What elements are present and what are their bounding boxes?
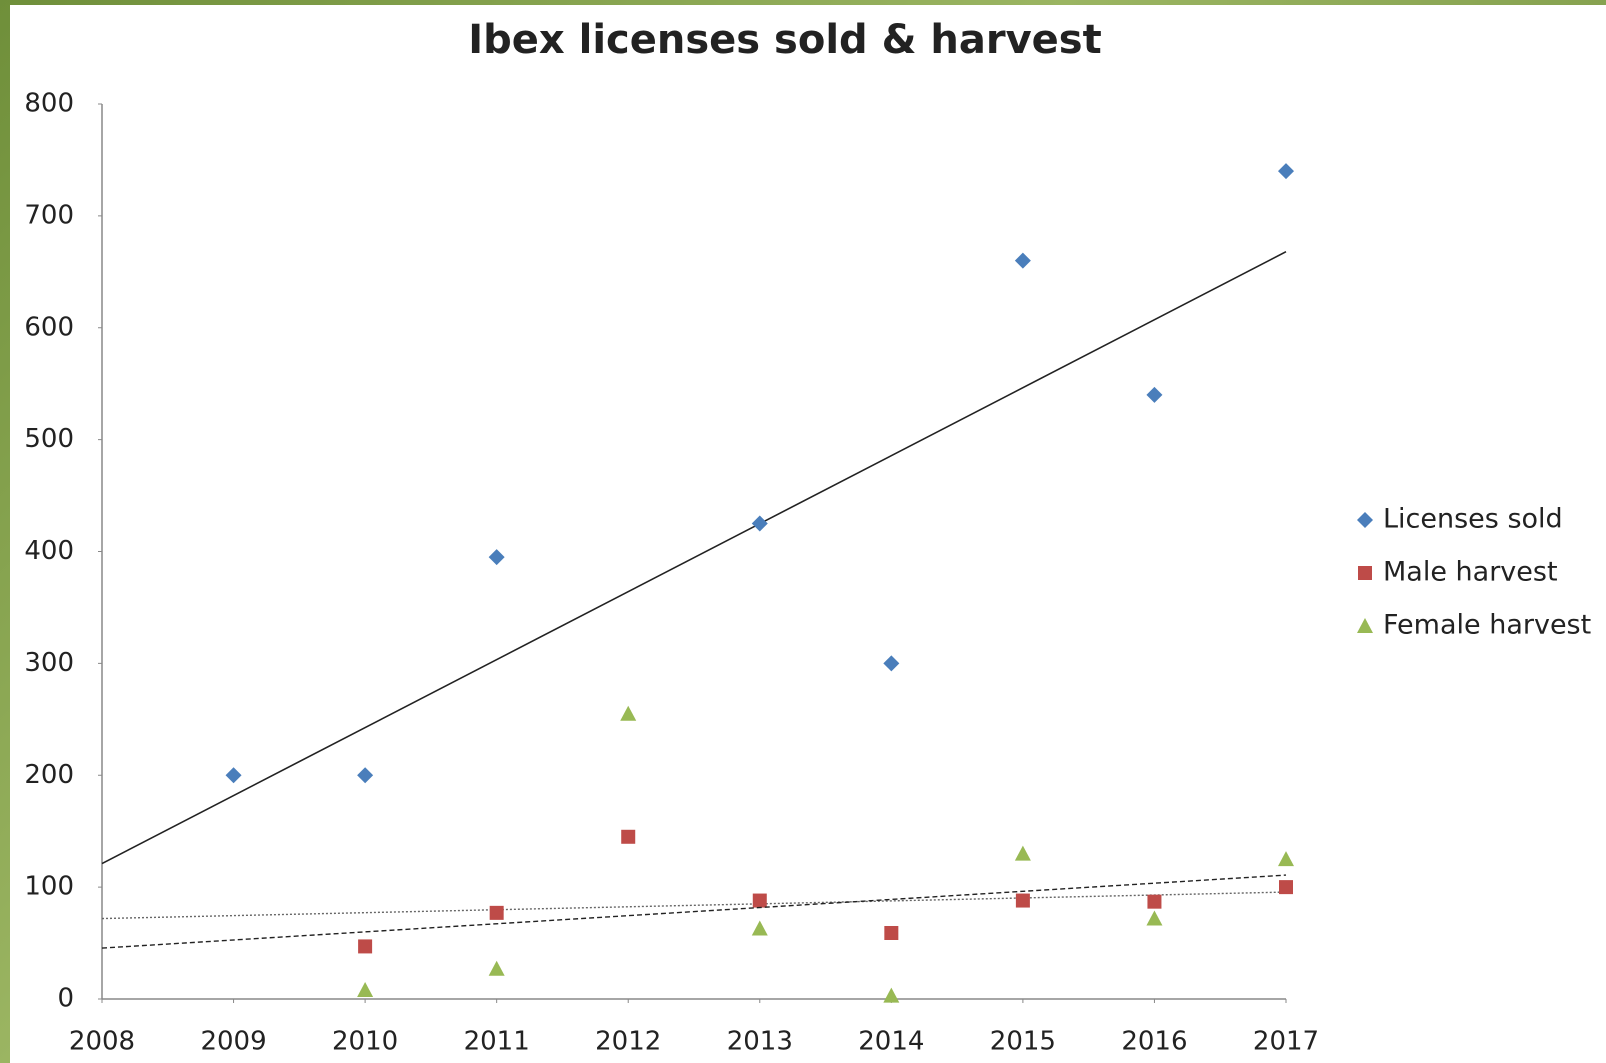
marker	[883, 987, 900, 1003]
marker	[1146, 386, 1163, 403]
marker	[1146, 910, 1163, 926]
trendline	[101, 891, 1287, 920]
x-tick-label: 2016	[1121, 1027, 1187, 1057]
legend-label: Female harvest	[1383, 610, 1591, 641]
legend-marker	[1358, 566, 1372, 580]
legend-label: Licenses sold	[1383, 504, 1563, 535]
x-tick-label: 2010	[332, 1027, 398, 1057]
y-tick-label: 300	[24, 648, 74, 678]
marker	[357, 982, 374, 998]
marker	[357, 767, 374, 784]
x-tick-label: 2013	[727, 1027, 793, 1057]
y-tick-label: 100	[24, 872, 74, 902]
x-tick-label: 2012	[595, 1027, 661, 1057]
marker	[225, 767, 242, 784]
y-tick-label: 500	[24, 424, 74, 454]
marker	[1279, 880, 1293, 895]
marker	[1015, 893, 1030, 908]
marker	[1014, 845, 1031, 861]
x-tick-label: 2014	[858, 1027, 924, 1057]
x-tick-label: 2017	[1253, 1027, 1319, 1057]
marker	[884, 925, 899, 940]
legend-marker	[1357, 618, 1373, 633]
x-tick-label: 2015	[990, 1027, 1056, 1057]
marker	[752, 893, 767, 908]
marker	[358, 939, 373, 954]
legend-marker	[1357, 512, 1373, 528]
marker	[751, 920, 768, 936]
chart-area	[10, 5, 1606, 1063]
marker	[1147, 894, 1162, 909]
x-tick-label: 2008	[69, 1027, 135, 1057]
trendline	[101, 251, 1287, 865]
marker	[1014, 252, 1031, 269]
marker	[620, 705, 637, 721]
marker	[488, 960, 505, 976]
marker	[621, 829, 636, 844]
chart-title: Ibex licenses sold & harvest	[468, 17, 1101, 63]
trendline	[101, 874, 1287, 949]
marker	[1278, 163, 1294, 180]
y-tick-label: 200	[24, 760, 74, 790]
y-tick-label: 600	[24, 312, 74, 342]
y-tick-label: 0	[57, 984, 74, 1014]
y-tick-label: 800	[24, 89, 74, 119]
marker	[489, 905, 504, 920]
x-tick-label: 2009	[200, 1027, 266, 1057]
y-tick-label: 700	[24, 200, 74, 230]
legend-label: Male harvest	[1383, 557, 1558, 588]
x-tick-label: 2011	[464, 1027, 530, 1057]
marker	[883, 655, 900, 672]
marker	[488, 549, 505, 566]
y-tick-label: 400	[24, 536, 74, 566]
marker	[751, 515, 768, 532]
marker	[1278, 851, 1294, 867]
